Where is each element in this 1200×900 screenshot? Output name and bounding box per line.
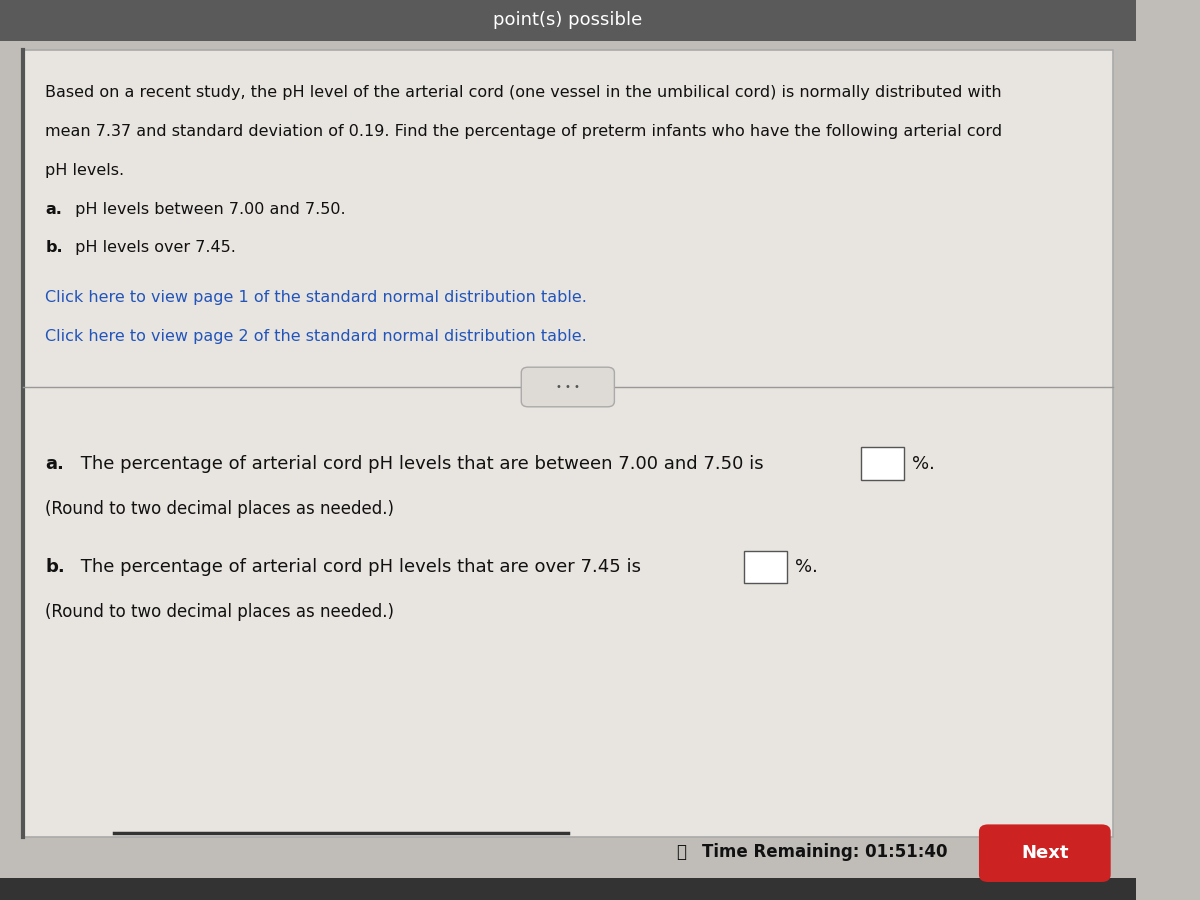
Text: mean 7.37 and standard deviation of 0.19. Find the percentage of preterm infants: mean 7.37 and standard deviation of 0.19… <box>46 124 1002 140</box>
Text: Time Remaining: 01:51:40: Time Remaining: 01:51:40 <box>702 843 947 861</box>
Text: pH levels.: pH levels. <box>46 163 125 178</box>
FancyBboxPatch shape <box>521 367 614 407</box>
Text: The percentage of arterial cord pH levels that are between 7.00 and 7.50 is: The percentage of arterial cord pH level… <box>74 454 763 472</box>
Text: The percentage of arterial cord pH levels that are over 7.45 is: The percentage of arterial cord pH level… <box>74 558 641 576</box>
FancyBboxPatch shape <box>860 447 904 480</box>
Text: a.: a. <box>46 202 62 217</box>
Text: (Round to two decimal places as needed.): (Round to two decimal places as needed.) <box>46 500 395 518</box>
Text: Based on a recent study, the pH level of the arterial cord (one vessel in the um: Based on a recent study, the pH level of… <box>46 86 1002 101</box>
Text: Click here to view page 2 of the standard normal distribution table.: Click here to view page 2 of the standar… <box>46 328 587 344</box>
Text: ⏱: ⏱ <box>676 843 685 861</box>
FancyBboxPatch shape <box>23 50 1112 837</box>
FancyBboxPatch shape <box>979 824 1111 882</box>
Text: • • •: • • • <box>556 382 580 392</box>
Text: a.: a. <box>46 454 65 472</box>
FancyBboxPatch shape <box>0 878 1135 900</box>
FancyBboxPatch shape <box>0 0 1135 40</box>
Text: Next: Next <box>1021 844 1068 862</box>
Text: %.: %. <box>794 558 818 576</box>
Text: b.: b. <box>46 558 65 576</box>
Text: pH levels between 7.00 and 7.50.: pH levels between 7.00 and 7.50. <box>71 202 346 217</box>
FancyBboxPatch shape <box>744 551 787 583</box>
Text: b.: b. <box>46 240 64 256</box>
Text: pH levels over 7.45.: pH levels over 7.45. <box>71 240 236 256</box>
Text: (Round to two decimal places as needed.): (Round to two decimal places as needed.) <box>46 603 395 621</box>
Text: Click here to view page 1 of the standard normal distribution table.: Click here to view page 1 of the standar… <box>46 290 587 305</box>
Text: point(s) possible: point(s) possible <box>493 11 642 29</box>
Text: %.: %. <box>912 454 935 472</box>
